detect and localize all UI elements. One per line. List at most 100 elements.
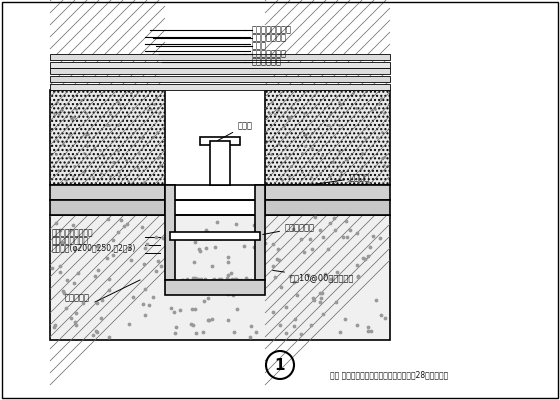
Point xyxy=(211,278,220,284)
Point xyxy=(211,244,220,250)
Point xyxy=(200,298,209,304)
Point xyxy=(274,141,283,147)
Point xyxy=(119,223,128,230)
Point xyxy=(113,99,122,106)
Point xyxy=(141,245,150,252)
Point xyxy=(372,134,381,140)
Point xyxy=(202,277,211,284)
Point xyxy=(269,241,278,247)
Point xyxy=(57,107,66,113)
Point xyxy=(121,157,130,164)
Point xyxy=(208,263,217,269)
Point xyxy=(325,111,334,118)
Point xyxy=(55,110,64,117)
Point xyxy=(96,170,105,176)
Point xyxy=(88,331,97,338)
Point xyxy=(189,259,198,265)
Point xyxy=(202,245,211,252)
Point xyxy=(353,230,362,236)
Text: 锆管盖: 锆管盖 xyxy=(217,121,253,141)
Point xyxy=(106,173,115,180)
Point xyxy=(346,227,354,234)
Point xyxy=(127,257,136,263)
Bar xyxy=(50,76,390,82)
Point xyxy=(283,115,292,121)
Text: 水泥沙浆找平层: 水泥沙浆找平层 xyxy=(252,50,287,58)
Point xyxy=(232,220,241,227)
Point xyxy=(178,278,187,285)
Bar xyxy=(50,54,390,60)
Point xyxy=(273,107,282,113)
Point xyxy=(223,254,232,260)
Point xyxy=(202,226,211,233)
Point xyxy=(335,147,344,154)
Point xyxy=(316,295,325,301)
Point xyxy=(140,179,149,186)
Point xyxy=(142,241,151,247)
Point xyxy=(69,280,78,287)
Point xyxy=(281,130,290,137)
Point xyxy=(109,237,118,244)
Point xyxy=(178,277,186,283)
Text: 注： 降水钉管盖在地下室后浇带浆限完比28天后盖封。: 注： 降水钉管盖在地下室后浇带浆限完比28天后盖封。 xyxy=(330,370,448,380)
Point xyxy=(189,275,198,282)
Point xyxy=(252,329,261,336)
Point xyxy=(172,324,181,330)
Point xyxy=(82,142,91,149)
Point xyxy=(202,229,211,235)
Point xyxy=(300,132,309,139)
Point xyxy=(326,173,335,180)
Point xyxy=(216,289,225,296)
Point xyxy=(114,122,123,128)
Point xyxy=(268,137,277,143)
Point xyxy=(71,106,80,112)
Point xyxy=(223,259,232,265)
Point xyxy=(133,165,142,172)
Bar xyxy=(210,141,230,185)
Point xyxy=(218,279,227,285)
Point xyxy=(232,306,241,312)
Point xyxy=(269,309,278,315)
Text: 防水层: 防水层 xyxy=(252,42,267,50)
Point xyxy=(92,328,101,334)
Point xyxy=(200,278,209,284)
Point xyxy=(282,330,291,336)
Point xyxy=(78,300,87,306)
Point xyxy=(69,163,78,169)
Point xyxy=(66,227,74,233)
Bar xyxy=(200,137,240,145)
Point xyxy=(363,328,372,334)
Point xyxy=(321,271,330,277)
Point xyxy=(97,315,106,321)
Point xyxy=(222,275,231,281)
Point xyxy=(144,107,153,113)
Point xyxy=(300,142,309,149)
Point xyxy=(348,90,357,96)
Text: 牵䄍10@00过水孔板层: 牵䄍10@00过水孔板层 xyxy=(273,270,354,282)
Point xyxy=(353,262,362,268)
Bar xyxy=(265,90,390,185)
Point xyxy=(50,322,59,329)
Point xyxy=(115,101,124,108)
Point xyxy=(287,114,296,120)
Point xyxy=(288,106,297,112)
Point xyxy=(175,307,184,313)
Point xyxy=(375,235,384,242)
Bar xyxy=(255,185,265,280)
Point xyxy=(201,276,210,282)
Point xyxy=(335,122,344,128)
Point xyxy=(114,173,123,180)
Point xyxy=(318,152,326,158)
Point xyxy=(51,220,60,226)
Point xyxy=(216,276,225,282)
Point xyxy=(232,276,241,283)
Point xyxy=(53,137,62,143)
Point xyxy=(276,322,284,328)
Point xyxy=(224,276,233,283)
Point xyxy=(76,97,85,104)
Point xyxy=(372,297,381,304)
Point xyxy=(63,123,72,130)
Point xyxy=(54,167,63,173)
Point xyxy=(104,276,113,282)
Point xyxy=(92,300,101,306)
